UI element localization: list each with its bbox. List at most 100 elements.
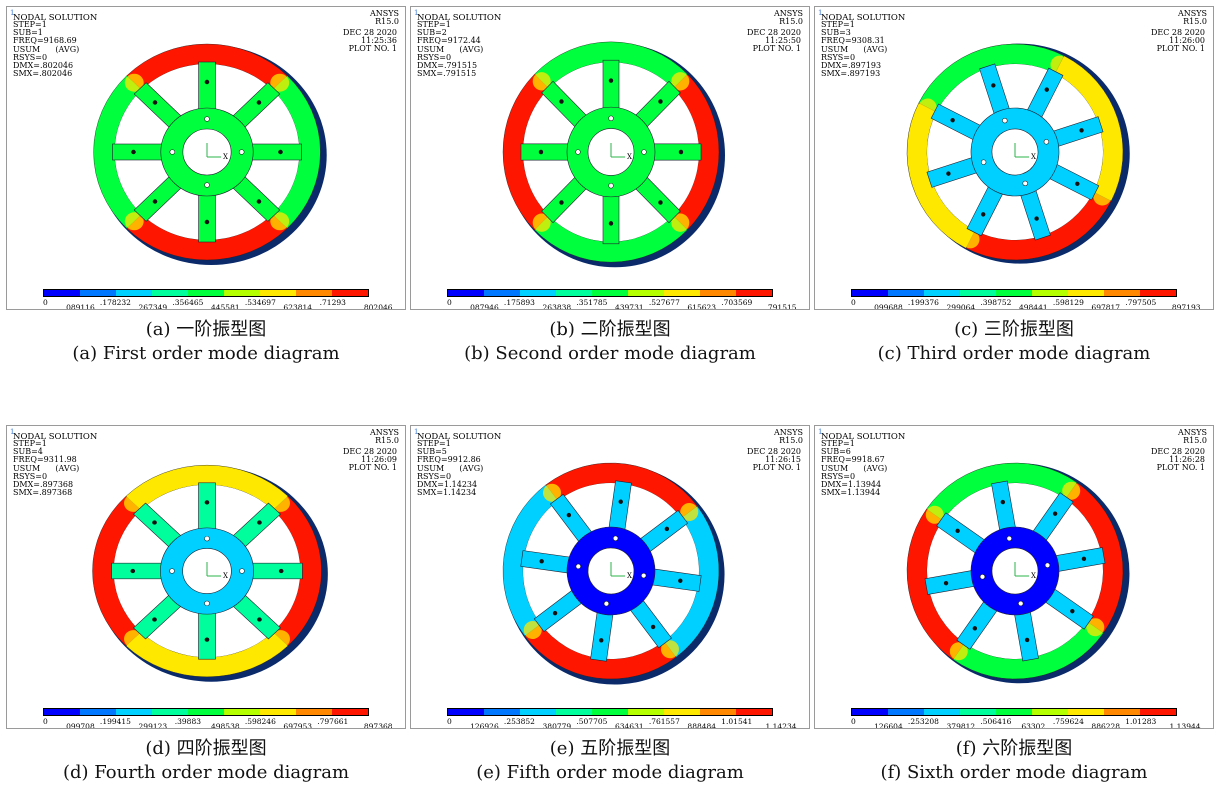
plot-index: 1 xyxy=(414,9,419,17)
legend-tick-label: .351785 xyxy=(576,298,608,307)
axis-x-label: X xyxy=(627,153,632,161)
wheel-contour-plot: X xyxy=(502,41,725,268)
legend-tick-label: .439731 xyxy=(612,303,644,310)
solution-info: STEP=1 SUB=5 FREQ=9912.86 USUM (AVG) RSYS=0 D… xyxy=(417,439,483,497)
spoke xyxy=(648,143,702,161)
legend-swatch xyxy=(520,290,556,296)
date-line: DEC 28 2020 xyxy=(1151,28,1205,37)
legend-tick-label: .199376 xyxy=(907,298,939,307)
spoke-hole xyxy=(599,638,604,643)
axis-x-label: X xyxy=(223,153,228,161)
legend-tick-label: 0 xyxy=(851,298,856,307)
date-line: 11:26:09 xyxy=(361,455,397,465)
legend-tick-label: .527677 xyxy=(648,298,680,307)
legend-tick-label: .267349 xyxy=(136,303,168,310)
info-line: DMX=1.13944 xyxy=(821,479,882,489)
wheel-group xyxy=(502,462,725,685)
wheel-group xyxy=(92,464,328,682)
plot-date: DEC 28 2020 11:25:50 PLOT NO. 1 xyxy=(747,28,801,54)
legend-tick-label: 1.14234 xyxy=(765,722,797,729)
date-line: DEC 28 2020 xyxy=(1151,447,1205,456)
legend-tick-label: 0 xyxy=(43,717,48,726)
info-line: RSYS=0 xyxy=(821,52,856,62)
info-line: FREQ=9912.86 xyxy=(417,455,481,465)
rim-blend xyxy=(1062,481,1081,500)
rim-blend xyxy=(1093,187,1112,206)
legend-tick-label: .761557 xyxy=(648,717,680,726)
legend-swatch xyxy=(664,709,700,715)
info-line: STEP=1 xyxy=(417,20,451,29)
info-line: SMX=.897193 xyxy=(821,69,881,79)
spoke-hole xyxy=(130,568,136,574)
spoke-hole xyxy=(256,199,262,204)
color-legend-bar xyxy=(447,289,773,297)
legend-swatch xyxy=(700,709,736,715)
color-legend-bar xyxy=(43,708,369,716)
spoke-bar xyxy=(111,562,168,580)
wheel-group xyxy=(93,43,327,265)
legend-tick-label: .634631 xyxy=(612,722,644,729)
info-line: RSYS=0 xyxy=(13,471,48,481)
spoke-hole xyxy=(608,221,614,226)
date-line: 11:25:36 xyxy=(361,36,397,46)
info-line: SUB=6 xyxy=(821,447,851,457)
spoke xyxy=(198,61,216,115)
ansys-line: ANSYS xyxy=(369,9,399,18)
wheel-contour-plot: X xyxy=(906,43,1130,264)
hub-hole xyxy=(979,574,986,580)
legend-tick-label: .802046 xyxy=(361,303,393,310)
rim-blend xyxy=(918,98,937,117)
info-line: STEP=1 xyxy=(13,439,47,448)
spoke-hole xyxy=(152,199,158,204)
plot-title: NODAL SOLUTION xyxy=(417,432,502,442)
legend-swatch xyxy=(556,709,592,715)
legend-swatch xyxy=(888,290,924,296)
legend-tick-label: .379812 xyxy=(944,722,976,729)
legend-tick-label: .897193 xyxy=(1169,303,1201,310)
legend-swatch xyxy=(484,709,520,715)
legend-tick-label: 0 xyxy=(447,717,452,726)
ansys-line: R15.0 xyxy=(375,17,399,27)
wheel-contour-plot: X xyxy=(906,462,1130,684)
spoke-hole xyxy=(1024,637,1030,643)
solution-info: STEP=1 SUB=2 FREQ=9172.44 USUM (AVG) RSYS=0 D… xyxy=(417,20,483,78)
legend-tick-label: .63302 xyxy=(1018,722,1046,729)
legend-swatch xyxy=(736,290,772,296)
spoke-hole xyxy=(278,149,283,155)
legend-swatch xyxy=(44,709,80,715)
legend-swatch xyxy=(116,290,152,296)
legend-tick-label: 1.01283 xyxy=(1125,717,1157,726)
spoke-hole xyxy=(257,520,262,525)
legend-tick-label: .598246 xyxy=(244,717,276,726)
date-line: PLOT NO. 1 xyxy=(348,44,397,54)
spoke xyxy=(198,482,216,535)
hub-hole xyxy=(1006,535,1012,542)
spoke xyxy=(602,190,620,245)
legend-tick-label: .398752 xyxy=(980,298,1012,307)
spoke xyxy=(1048,116,1104,149)
plot-index: 1 xyxy=(10,428,15,436)
legend-swatch xyxy=(80,709,116,715)
info-line: DMX=1.14234 xyxy=(417,479,478,489)
legend-tick-label: .263838 xyxy=(540,303,572,310)
hub-hole xyxy=(603,601,610,607)
legend-tick-label: .380779 xyxy=(540,722,572,729)
legend-tick-label: .759624 xyxy=(1052,717,1084,726)
legend-swatch xyxy=(1104,709,1140,715)
spoke-hole xyxy=(664,526,670,532)
legend-tick-label: .888484 xyxy=(685,722,717,729)
spoke xyxy=(1018,185,1051,241)
hub-hole xyxy=(204,600,210,606)
plot-title: NODAL SOLUTION xyxy=(417,13,502,23)
spoke-bar xyxy=(648,143,702,161)
caption-chinese: (c) 三阶振型图 xyxy=(954,319,1074,340)
spoke-hole xyxy=(204,219,210,225)
hub-hole xyxy=(575,563,581,570)
spoke-hole xyxy=(538,149,544,155)
legend-tick-label: .506416 xyxy=(980,717,1012,726)
legend-swatch xyxy=(1068,290,1104,296)
axis-x-label: X xyxy=(1031,153,1036,161)
hub-hole xyxy=(169,568,175,574)
date-line: 11:26:00 xyxy=(1169,36,1205,46)
hub-hole xyxy=(238,149,245,155)
